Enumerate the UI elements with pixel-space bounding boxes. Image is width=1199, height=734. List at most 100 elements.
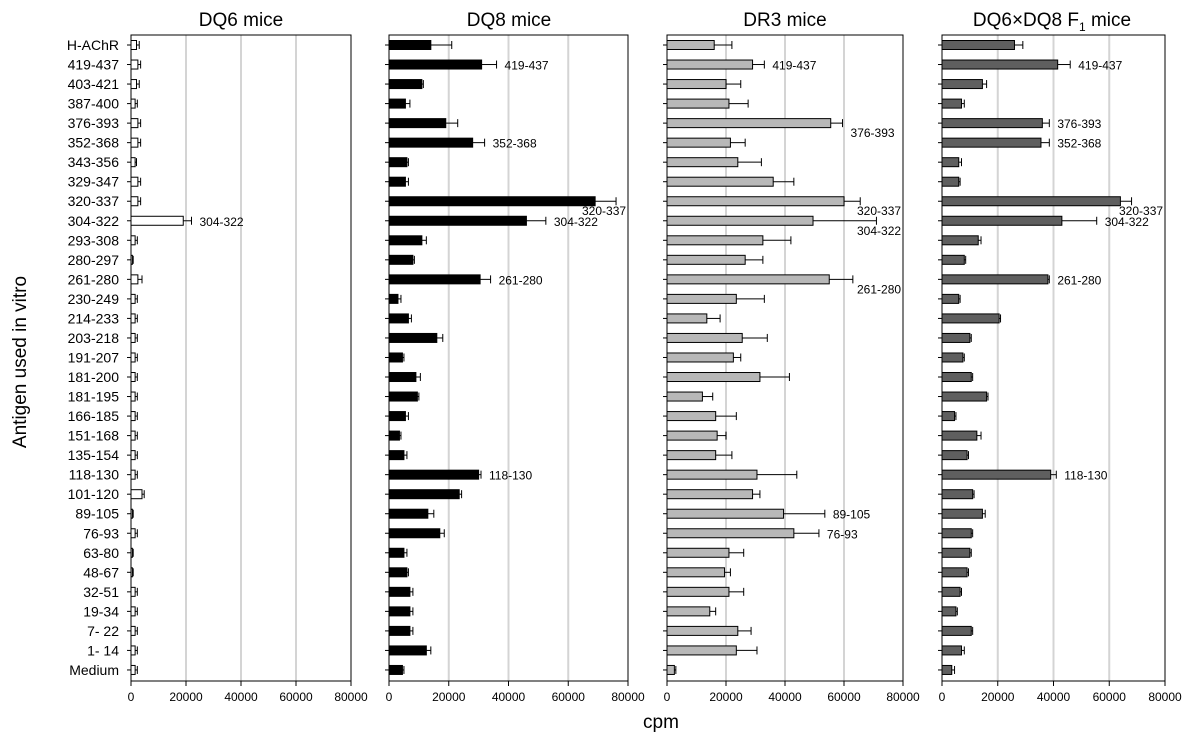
bar xyxy=(130,664,136,675)
bar xyxy=(388,313,409,324)
bar xyxy=(130,79,137,90)
data-label: 118-130 xyxy=(1064,469,1107,483)
category-label: 191-207 xyxy=(68,349,120,365)
bar xyxy=(941,489,974,500)
bar xyxy=(666,606,711,617)
category-label: 214-233 xyxy=(68,310,120,326)
bar xyxy=(130,606,136,617)
x-tick-label: 60000 xyxy=(279,690,313,704)
bar xyxy=(130,215,184,226)
bar xyxy=(666,352,734,363)
bar xyxy=(941,79,983,90)
bar xyxy=(666,118,832,129)
bar xyxy=(666,625,739,636)
category-label: 181-195 xyxy=(68,389,120,405)
category-label: 419-437 xyxy=(68,57,120,73)
bar xyxy=(130,450,136,461)
bar xyxy=(388,469,480,480)
bar xyxy=(388,489,460,500)
bar xyxy=(130,411,136,422)
bar xyxy=(388,40,432,50)
bar xyxy=(666,430,718,441)
bar xyxy=(130,40,137,50)
chart-panels: DQ6 mice 0 20000 40000 60000 80000 H-AChR 419-4… xyxy=(67,10,1182,704)
bar xyxy=(130,352,136,363)
bar xyxy=(388,547,405,558)
bar xyxy=(941,254,965,265)
bar xyxy=(941,196,1121,207)
data-label: 261-280 xyxy=(1057,273,1101,287)
bar xyxy=(666,98,730,109)
bar xyxy=(388,567,408,578)
bar xyxy=(130,391,136,402)
bar xyxy=(941,137,1042,148)
bar xyxy=(666,391,703,402)
x-axis-label: cpm xyxy=(643,712,679,733)
bar xyxy=(388,254,414,265)
bar xyxy=(388,235,423,246)
x-tick-label: 40000 xyxy=(1037,690,1071,704)
bar xyxy=(666,79,727,90)
category-label: 387-400 xyxy=(68,96,120,112)
x-tick-label: 60000 xyxy=(1093,690,1127,704)
bar xyxy=(666,332,743,343)
category-label: 352-368 xyxy=(68,135,120,151)
bar xyxy=(388,391,418,402)
category-label: 76-93 xyxy=(83,525,119,541)
bar xyxy=(941,235,979,246)
category-label: 19-34 xyxy=(83,603,119,619)
x-tick-label: 80000 xyxy=(334,690,368,704)
category-label: 376-393 xyxy=(68,115,120,131)
x-tick-label: 60000 xyxy=(552,690,586,704)
bar xyxy=(666,40,715,50)
category-label: 320-337 xyxy=(68,193,120,209)
bar xyxy=(130,196,139,207)
bar xyxy=(941,469,1052,480)
category-label: 7- 22 xyxy=(87,623,119,639)
chart-title-suffix: mice xyxy=(1086,10,1131,31)
x-tick-label: 20000 xyxy=(981,690,1015,704)
bar xyxy=(666,215,814,226)
bar xyxy=(130,254,133,265)
bar xyxy=(388,606,411,617)
bar xyxy=(388,293,399,304)
bar xyxy=(941,547,971,558)
bar xyxy=(941,567,968,578)
category-label: 329-347 xyxy=(68,174,120,190)
data-label: 352-368 xyxy=(1057,137,1101,151)
bar xyxy=(941,215,1063,226)
category-label: 32-51 xyxy=(83,584,119,600)
bar xyxy=(130,274,139,285)
x-tick-label: 80000 xyxy=(611,690,645,704)
bar xyxy=(941,391,988,402)
category-label: 1- 14 xyxy=(87,642,119,658)
bar xyxy=(130,567,133,578)
bar xyxy=(666,411,717,422)
category-label: 63-80 xyxy=(83,545,119,561)
bar xyxy=(388,59,483,70)
chart-title: DQ6×DQ8 F1 mice xyxy=(973,10,1131,34)
chart-title-main: DQ6 mice xyxy=(199,10,283,31)
bar xyxy=(941,332,971,343)
bar xyxy=(130,118,139,129)
bar xyxy=(666,586,730,597)
category-label: 403-421 xyxy=(68,76,120,92)
data-label: 376-393 xyxy=(1057,117,1101,131)
bar xyxy=(941,98,963,109)
bar xyxy=(941,411,956,422)
data-label: 304-322 xyxy=(857,224,901,238)
bar xyxy=(941,118,1043,129)
bar xyxy=(666,567,726,578)
data-label: 419-437 xyxy=(1078,59,1122,73)
bar xyxy=(388,196,596,207)
bar xyxy=(941,293,960,304)
bar xyxy=(941,274,1049,285)
bar xyxy=(130,157,136,168)
data-label: 261-280 xyxy=(857,282,901,296)
x-tick-label: 80000 xyxy=(1148,690,1182,704)
category-label: 135-154 xyxy=(68,447,120,463)
data-label: 304-322 xyxy=(554,215,598,229)
x-tick-label: 0 xyxy=(386,690,393,704)
bar xyxy=(388,79,423,90)
bar xyxy=(388,430,400,441)
